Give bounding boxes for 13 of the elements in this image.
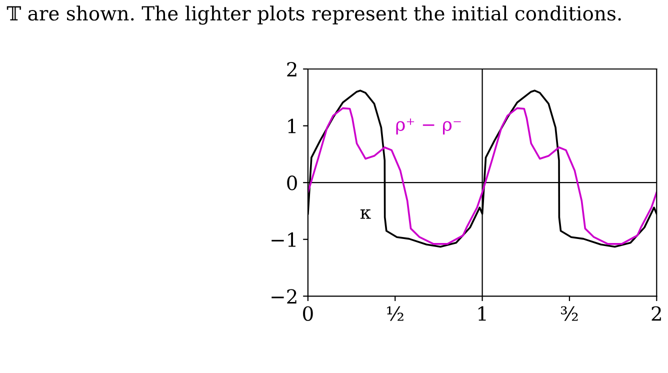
x-tick-label: ³⁄₂ [561, 306, 578, 321]
x-tick-label: 2 [652, 306, 661, 321]
x-tick-label: 1 [478, 306, 486, 321]
x-tick-label: ½ [387, 306, 404, 321]
x-tick-label: 0 [303, 306, 313, 321]
y-tick-label: 2 [287, 62, 296, 76]
series-label: ρ⁺ − ρ⁻ [396, 118, 461, 135]
y-tick-label: 1 [288, 118, 296, 134]
y-tick-label: 0 [287, 176, 297, 190]
y-tick-label: −1 [272, 232, 296, 247]
y-tick-label: −2 [272, 289, 296, 304]
text: 𝕋 are shown. The lighter plots represent the initial conditions. [6, 6, 621, 25]
series-label: κ [360, 209, 371, 219]
